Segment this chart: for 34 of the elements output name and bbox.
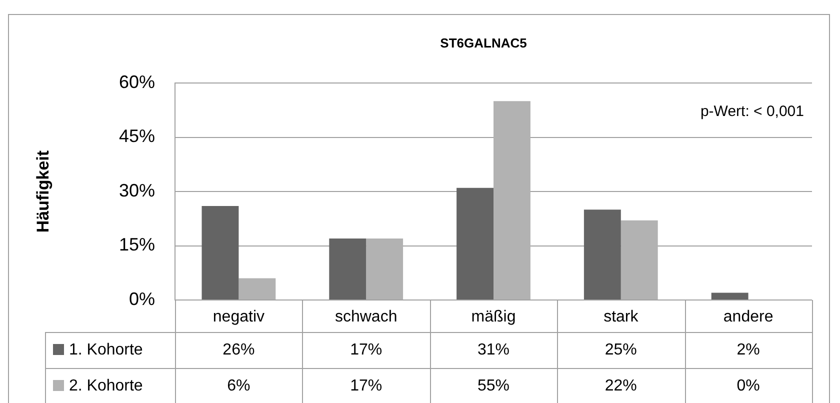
x-tick-label: negativ xyxy=(212,308,264,326)
data-label: 22% xyxy=(604,377,637,394)
y-axis-title: Häufigkeit xyxy=(34,150,53,233)
x-tick-label: stark xyxy=(604,308,640,326)
data-label: 31% xyxy=(477,341,510,358)
data-label: 17% xyxy=(350,377,382,394)
data-label: 26% xyxy=(222,341,255,358)
chart-title: ST6GALNAC5 xyxy=(440,36,527,51)
data-label: 2% xyxy=(736,341,760,358)
bar xyxy=(584,210,621,300)
data-label: 0% xyxy=(736,377,760,394)
y-tick-label: 30% xyxy=(118,180,155,200)
y-tick-label: 60% xyxy=(118,72,155,92)
annotation: p-Wert: < 0,001 xyxy=(700,103,804,120)
x-tick-label: mäßig xyxy=(471,308,516,326)
data-label: 17% xyxy=(350,341,382,358)
bar xyxy=(456,188,494,300)
y-tick-label: 45% xyxy=(118,126,155,146)
x-tick-label: andere xyxy=(723,308,774,326)
legend-label: 1. Kohorte xyxy=(69,341,143,358)
legend-label: 2. Kohorte xyxy=(69,377,143,394)
data-label: 6% xyxy=(227,377,250,394)
bar xyxy=(494,101,530,300)
bar xyxy=(238,278,276,300)
y-tick-label: 15% xyxy=(118,234,155,255)
bar xyxy=(620,220,658,300)
data-label: 25% xyxy=(604,341,637,358)
data-label: 55% xyxy=(477,377,510,394)
bar xyxy=(202,206,239,300)
y-tick-label: 0% xyxy=(128,288,155,309)
bar xyxy=(329,238,366,300)
bar xyxy=(366,238,404,300)
x-tick-label: schwach xyxy=(334,308,398,326)
bar xyxy=(711,292,748,300)
